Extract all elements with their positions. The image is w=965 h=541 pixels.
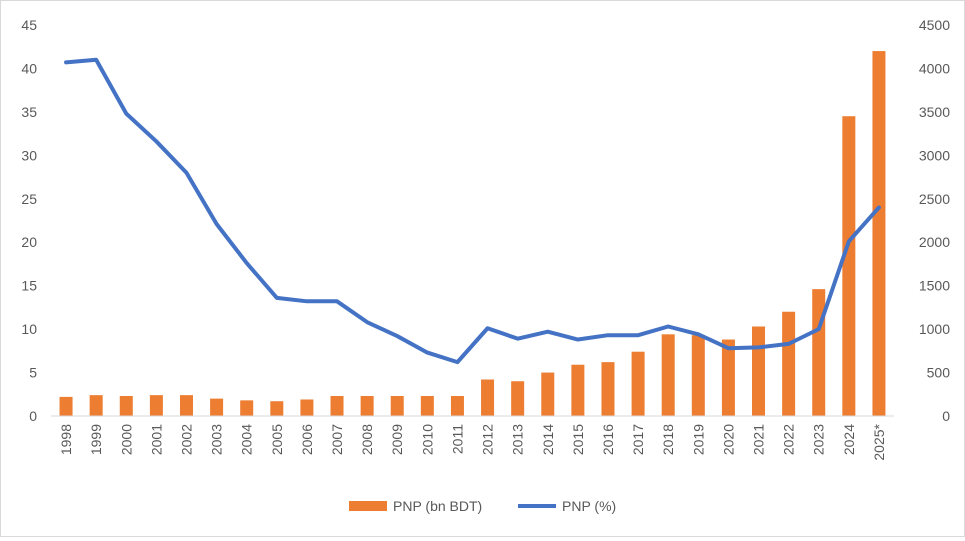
bar-2017 [631, 351, 645, 416]
x-tick-label: 1998 [58, 424, 74, 455]
x-tick-label: 2021 [751, 424, 767, 455]
bar-2001 [149, 395, 163, 416]
y-left-tick-label: 40 [21, 60, 37, 76]
x-tick-label: 2013 [510, 424, 526, 455]
y-left-tick-label: 20 [21, 234, 37, 250]
x-tick-label: 2008 [359, 424, 375, 455]
y-left-tick-label: 35 [21, 104, 37, 120]
x-tick-label: 2003 [209, 424, 225, 455]
y-right-tick-label: 3000 [919, 147, 950, 163]
x-tick-label: 2005 [269, 424, 285, 455]
x-tick-label: 1999 [88, 424, 104, 455]
x-tick-label: 2000 [118, 424, 134, 455]
y-right-tick-label: 0 [942, 408, 950, 424]
bar-2018 [661, 334, 675, 416]
bar-2021 [752, 326, 766, 416]
bar-2014 [541, 372, 555, 416]
bar-1998 [59, 396, 73, 416]
legend-swatch-bar [349, 501, 387, 511]
bar-2013 [511, 381, 525, 416]
x-tick-label: 2009 [389, 424, 405, 455]
bar-2020 [721, 339, 735, 416]
bar-2023 [812, 289, 826, 416]
y-left-tick-label: 30 [21, 147, 37, 163]
y-left-tick-label: 15 [21, 278, 37, 294]
bar-2007 [330, 396, 344, 416]
legend-label-bar: PNP (bn BDT) [393, 498, 482, 514]
bar-2024 [842, 116, 856, 416]
y-right-tick-label: 1500 [919, 278, 950, 294]
x-tick-label: 2016 [600, 424, 616, 455]
y-left-tick-label: 5 [29, 365, 37, 381]
y-axis-right: 0 500 1000 1500 2000 2500 3000 3500 4000 4500 [919, 17, 950, 424]
y-left-tick-label: 25 [21, 191, 37, 207]
y-right-tick-label: 1000 [919, 321, 950, 337]
x-tick-label: 2007 [329, 424, 345, 455]
bar-2012 [481, 379, 495, 416]
x-tick-label: 2020 [720, 424, 736, 455]
bar-2009 [390, 396, 404, 416]
legend-label-line: PNP (%) [562, 498, 616, 514]
y-right-tick-label: 3500 [919, 104, 950, 120]
x-tick-label: 2010 [419, 424, 435, 455]
bar-2002 [179, 395, 193, 416]
y-right-tick-label: 2500 [919, 191, 950, 207]
x-tick-label: 2017 [630, 424, 646, 455]
x-tick-label: 2025* [871, 423, 887, 460]
bar-1999 [89, 395, 103, 416]
bar-2016 [601, 362, 615, 416]
line-series-group [64, 57, 881, 365]
x-tick-label: 2004 [239, 424, 255, 455]
bar-2019 [691, 335, 705, 416]
x-tick-label: 2001 [148, 424, 164, 455]
line-pnp-percent [64, 57, 881, 365]
y-right-tick-label: 2000 [919, 234, 950, 250]
bar-2004 [240, 400, 254, 416]
x-tick-label: 2006 [299, 424, 315, 455]
x-tick-label: 2023 [811, 424, 827, 455]
bar-2000 [119, 396, 133, 416]
x-tick-label: 2019 [690, 424, 706, 455]
bar-2006 [300, 399, 314, 416]
bar-2015 [571, 364, 585, 416]
x-tick-label: 2015 [570, 424, 586, 455]
y-axis-left: 0 5 10 15 20 25 30 35 40 45 [21, 17, 37, 424]
x-tick-label: 2024 [841, 424, 857, 455]
x-axis-tick-labels: 1998 1999 2000 2001 2002 2003 2004 2005 2006 2007… [58, 423, 887, 460]
bar-series [59, 51, 886, 416]
bar-2010 [420, 396, 434, 416]
x-tick-label: 2018 [660, 424, 676, 455]
bar-2025* [872, 51, 886, 416]
x-tick-label: 2014 [540, 424, 556, 455]
bar-2005 [270, 401, 284, 416]
y-right-tick-label: 500 [927, 365, 951, 381]
x-tick-label: 2012 [480, 424, 496, 455]
bar-2022 [782, 311, 796, 416]
x-tick-label: 2011 [449, 424, 465, 454]
x-tick-label: 2022 [781, 424, 797, 455]
bar-2003 [210, 398, 224, 416]
bar-2008 [360, 396, 374, 416]
legend: PNP (bn BDT) PNP (%) [349, 498, 616, 514]
bar-2011 [450, 396, 464, 416]
y-right-tick-label: 4000 [919, 60, 950, 76]
y-right-tick-label: 4500 [919, 17, 950, 33]
x-tick-label: 2002 [178, 424, 194, 455]
y-left-tick-label: 10 [21, 321, 37, 337]
y-left-tick-label: 45 [21, 17, 37, 33]
y-left-tick-label: 0 [29, 408, 37, 424]
